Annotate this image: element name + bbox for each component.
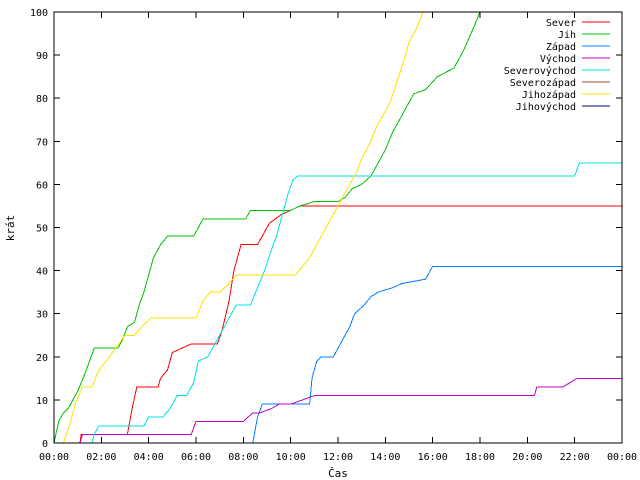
series-line-6 xyxy=(54,11,424,444)
legend-entry-label: Západ xyxy=(546,41,576,53)
x-tick-label: 22:00 xyxy=(560,452,590,463)
y-axis-label: krát xyxy=(4,215,17,242)
series-line-2 xyxy=(54,265,622,444)
series-line-4 xyxy=(54,162,622,444)
legend-entry-label: Jihozápad xyxy=(522,89,576,101)
y-tick-label: 70 xyxy=(36,137,48,148)
x-tick-label: 06:00 xyxy=(181,452,211,463)
y-tick-label: 50 xyxy=(36,224,48,235)
series-line-1 xyxy=(53,11,481,444)
legend-entry-label: Severozápad xyxy=(510,77,576,89)
x-tick-label: 18:00 xyxy=(465,452,495,463)
x-tick-label: 16:00 xyxy=(418,452,448,463)
y-tick-label: 80 xyxy=(36,94,48,105)
legend-entry-label: Jihovýchod xyxy=(516,101,576,113)
x-tick-label: 00:00 xyxy=(607,452,637,463)
series-line-0 xyxy=(54,205,622,444)
x-tick-label: 00:00 xyxy=(39,452,69,463)
legend-entry-label: Jih xyxy=(558,30,576,41)
x-tick-label: 02:00 xyxy=(86,452,116,463)
y-tick-label: 100 xyxy=(30,8,48,19)
legend-entry-label: Severovýchod xyxy=(504,65,576,77)
x-tick-label: 14:00 xyxy=(370,452,400,463)
y-tick-label: 20 xyxy=(36,353,48,364)
x-tick-label: 04:00 xyxy=(134,452,164,463)
y-tick-label: 60 xyxy=(36,180,48,191)
y-tick-label: 0 xyxy=(42,439,48,450)
x-tick-label: 10:00 xyxy=(276,452,306,463)
legend-entry-label: Sever xyxy=(546,18,576,29)
axes: 0 10 20 30 40 50 60 70 80 90 100 00:00 02:00 04:00 06:… xyxy=(30,8,637,463)
y-tick-label: 40 xyxy=(36,267,48,278)
x-tick-label: 12:00 xyxy=(323,452,353,463)
x-tick-label: 08:00 xyxy=(228,452,258,463)
legend-entry-label: Východ xyxy=(540,53,576,65)
y-tick-label: 10 xyxy=(36,396,48,407)
x-tick-label: 20:00 xyxy=(512,452,542,463)
x-axis-label: Čas xyxy=(328,467,348,480)
legend: SeverJihZápadVýchodSeverovýchodSeverozáp… xyxy=(504,18,610,113)
y-tick-label: 90 xyxy=(36,51,48,62)
y-tick-label: 30 xyxy=(36,310,48,321)
series-line-3 xyxy=(54,377,622,444)
